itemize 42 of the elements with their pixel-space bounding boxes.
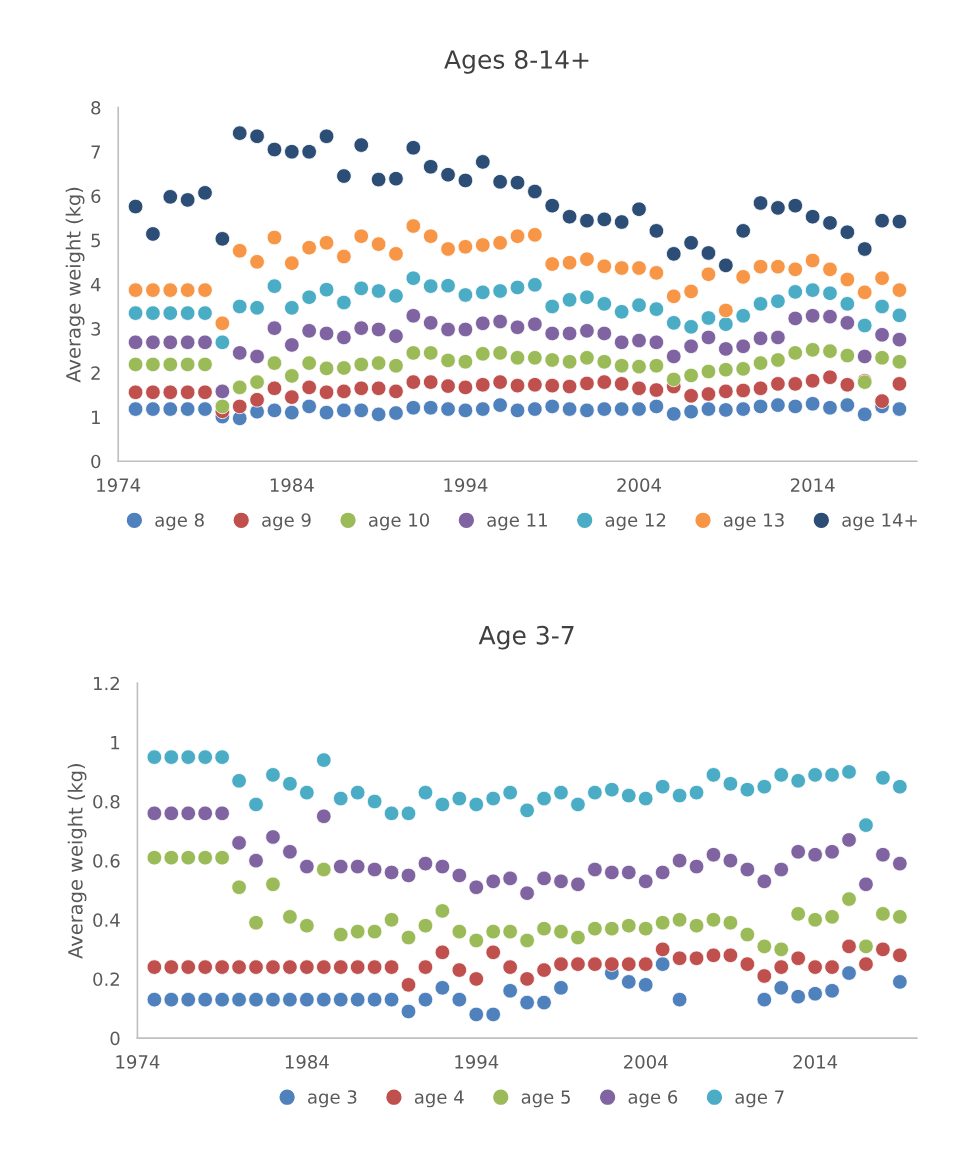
legend-label: age 7	[735, 1090, 784, 1108]
y-tick-label: 2	[91, 366, 100, 380]
y-tick-label: 5	[91, 233, 100, 248]
y-axis-title: Average weight (kg)	[65, 187, 85, 383]
x-tick-label: 1974	[97, 478, 141, 492]
y-tick-label: 0	[91, 454, 101, 469]
y-tick-label: 0.8	[93, 794, 120, 809]
y-tick-label: 6	[91, 189, 101, 204]
legend-label: age 13	[723, 513, 784, 531]
y-tick-label: 1.2	[94, 676, 119, 691]
y-axis-title: Average weight (kg)	[67, 764, 87, 959]
x-tick-label: 2004	[624, 1055, 668, 1069]
chart-title: Age 3-7	[478, 625, 574, 650]
legend-label: age 10	[368, 513, 430, 531]
legend-label: age 11	[487, 513, 547, 531]
x-tick-label: 1984	[270, 478, 314, 492]
legend-label: age 14+	[842, 513, 917, 531]
y-tick-label: 0	[110, 1031, 120, 1046]
legend-label: age 4	[414, 1090, 464, 1108]
x-tick-label: 2004	[617, 478, 661, 492]
y-tick-label: 4	[90, 278, 101, 292]
y-tick-label: 0.2	[93, 972, 119, 987]
x-tick-label: 1984	[285, 1055, 329, 1069]
x-tick-label: 1994	[444, 478, 488, 492]
y-tick-label: 1	[111, 736, 120, 750]
y-tick-label: 0.4	[93, 913, 120, 927]
chart-title: Ages 8-14+	[444, 50, 589, 74]
x-tick-label: 1974	[116, 1055, 160, 1069]
legend-label: age 5	[521, 1090, 570, 1108]
x-tick-label: 1994	[455, 1055, 499, 1069]
y-tick-label: 3	[91, 322, 101, 336]
legend-label: age 12	[605, 513, 666, 531]
y-tick-label: 7	[91, 145, 100, 159]
legend-label: age 3	[308, 1090, 357, 1108]
y-tick-label: 1	[92, 410, 100, 424]
x-tick-label: 2014	[790, 478, 835, 492]
legend-label: age 6	[628, 1090, 678, 1108]
x-tick-label: 2014	[793, 1055, 838, 1069]
y-tick-label: 8	[91, 100, 101, 115]
legend-label: age 9	[262, 513, 311, 531]
y-tick-label: 0.6	[93, 854, 120, 868]
legend-label: age 8	[155, 513, 204, 531]
